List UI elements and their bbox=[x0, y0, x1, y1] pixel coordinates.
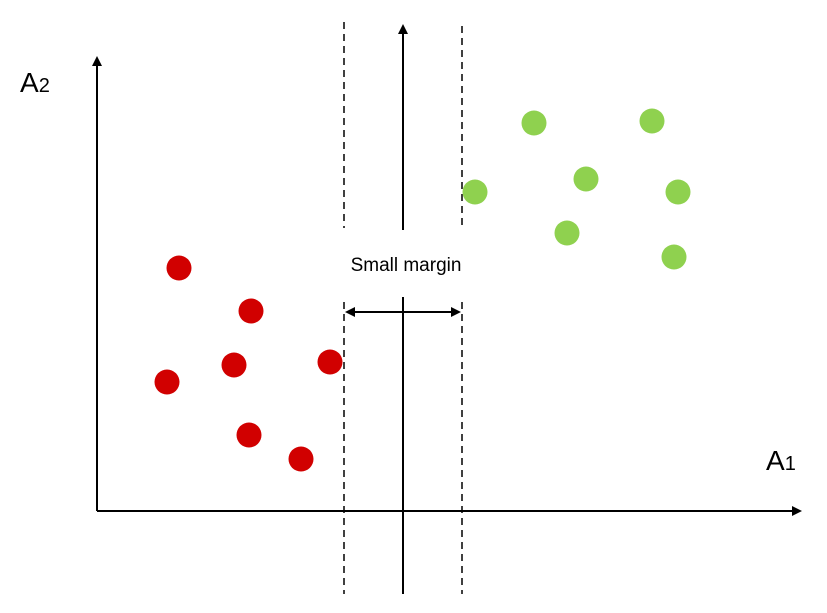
y-axis-label-sub: 2 bbox=[39, 75, 50, 97]
red-point bbox=[221, 352, 247, 378]
red-class-points bbox=[154, 255, 343, 472]
red-point bbox=[236, 422, 262, 448]
green-point bbox=[521, 110, 547, 136]
green-point bbox=[665, 179, 691, 205]
green-point bbox=[639, 108, 665, 134]
y-axis-label: A2 bbox=[20, 67, 50, 98]
red-point bbox=[166, 255, 192, 281]
green-class-points bbox=[462, 108, 691, 270]
x-axis-label: A1 bbox=[766, 445, 796, 476]
green-point bbox=[661, 244, 687, 270]
x-axis-label-main: A bbox=[766, 445, 785, 476]
x-axis-label-sub: 1 bbox=[785, 453, 796, 475]
red-point bbox=[288, 446, 314, 472]
green-point bbox=[554, 220, 580, 246]
margin-label: Small margin bbox=[351, 255, 462, 276]
green-point bbox=[462, 179, 488, 205]
red-point bbox=[238, 298, 264, 324]
red-point bbox=[154, 369, 180, 395]
green-point bbox=[573, 166, 599, 192]
y-axis-label-main: A bbox=[20, 67, 39, 98]
red-point bbox=[317, 349, 343, 375]
